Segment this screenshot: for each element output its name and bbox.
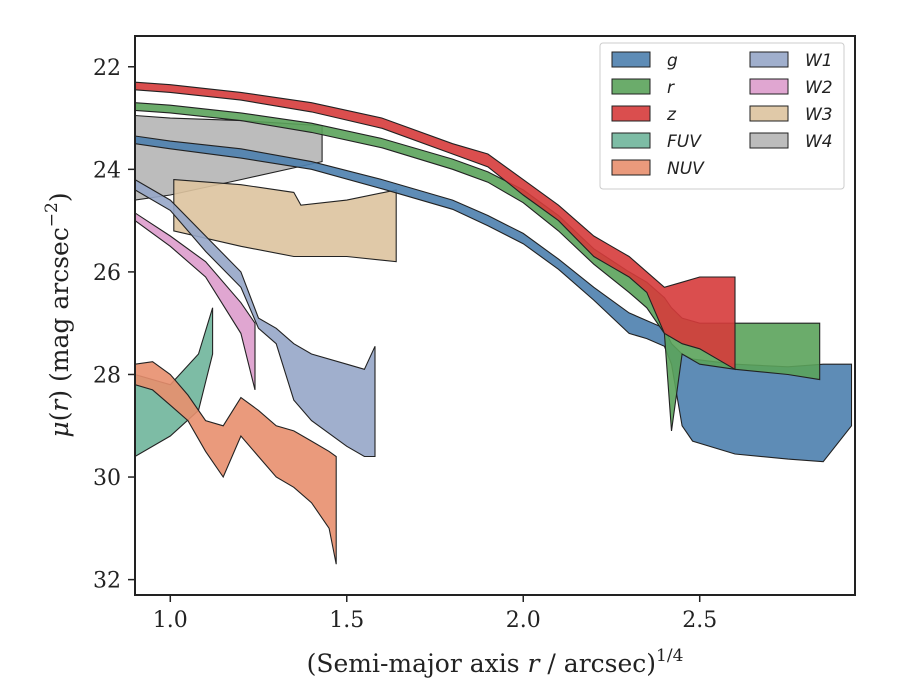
x-tick-label: 2.5 bbox=[682, 608, 717, 633]
legend-swatch-g bbox=[611, 51, 651, 68]
y-tick-label: 24 bbox=[93, 158, 121, 183]
profile-bands bbox=[135, 81, 853, 565]
y-tick-label: 30 bbox=[93, 466, 121, 491]
plot-frame bbox=[134, 35, 856, 596]
legend-label-w1: W1 bbox=[805, 51, 833, 71]
legend-label-w3: W3 bbox=[805, 105, 833, 125]
legend-label-r: r bbox=[667, 78, 675, 98]
band-w4 bbox=[135, 114, 323, 201]
legend-label-nuv: NUV bbox=[667, 159, 705, 179]
legend-swatch-w3 bbox=[749, 105, 789, 122]
legend-label-w4: W4 bbox=[805, 132, 833, 152]
band-nuv bbox=[135, 361, 337, 565]
legend-swatch-w4 bbox=[749, 132, 789, 149]
x-tick-label: 2.0 bbox=[506, 608, 541, 633]
y-tick-label: 26 bbox=[93, 261, 121, 286]
legend: grz FUV NUV W1 W2 W3 W4 bbox=[599, 42, 845, 190]
legend-swatch-r bbox=[611, 78, 651, 95]
legend-swatch-w2 bbox=[749, 78, 789, 95]
y-axis: 22 24 26 28 30 32 bbox=[93, 56, 135, 594]
y-axis-title: μ(r) (mag arcsec−2) bbox=[42, 192, 74, 437]
band-w2 bbox=[135, 212, 256, 391]
y-tick-label: 22 bbox=[93, 56, 121, 81]
y-tick-label: 32 bbox=[93, 569, 121, 594]
band-w1 bbox=[135, 178, 376, 458]
y-tick-label: 28 bbox=[93, 363, 121, 388]
legend-label-g: g bbox=[667, 51, 678, 71]
x-tick-label: 1.0 bbox=[153, 608, 188, 633]
legend-swatch-nuv bbox=[611, 159, 651, 176]
x-axis-title: (Semi-major axis r / arcsec)1/4 bbox=[307, 646, 684, 678]
band-w3 bbox=[173, 179, 397, 263]
band-g bbox=[135, 135, 853, 463]
legend-swatch-z bbox=[611, 105, 651, 122]
legend-label-fuv: FUV bbox=[667, 132, 702, 152]
legend-label-w2: W2 bbox=[805, 78, 833, 98]
x-axis: 1.0 1.5 2.0 2.5 bbox=[153, 595, 717, 633]
band-z bbox=[135, 81, 736, 371]
legend-swatch-fuv bbox=[611, 132, 651, 149]
x-tick-label: 1.5 bbox=[329, 608, 364, 633]
band-r bbox=[135, 102, 821, 431]
legend-label-z: z bbox=[666, 105, 677, 125]
legend-swatch-w1 bbox=[749, 51, 789, 68]
